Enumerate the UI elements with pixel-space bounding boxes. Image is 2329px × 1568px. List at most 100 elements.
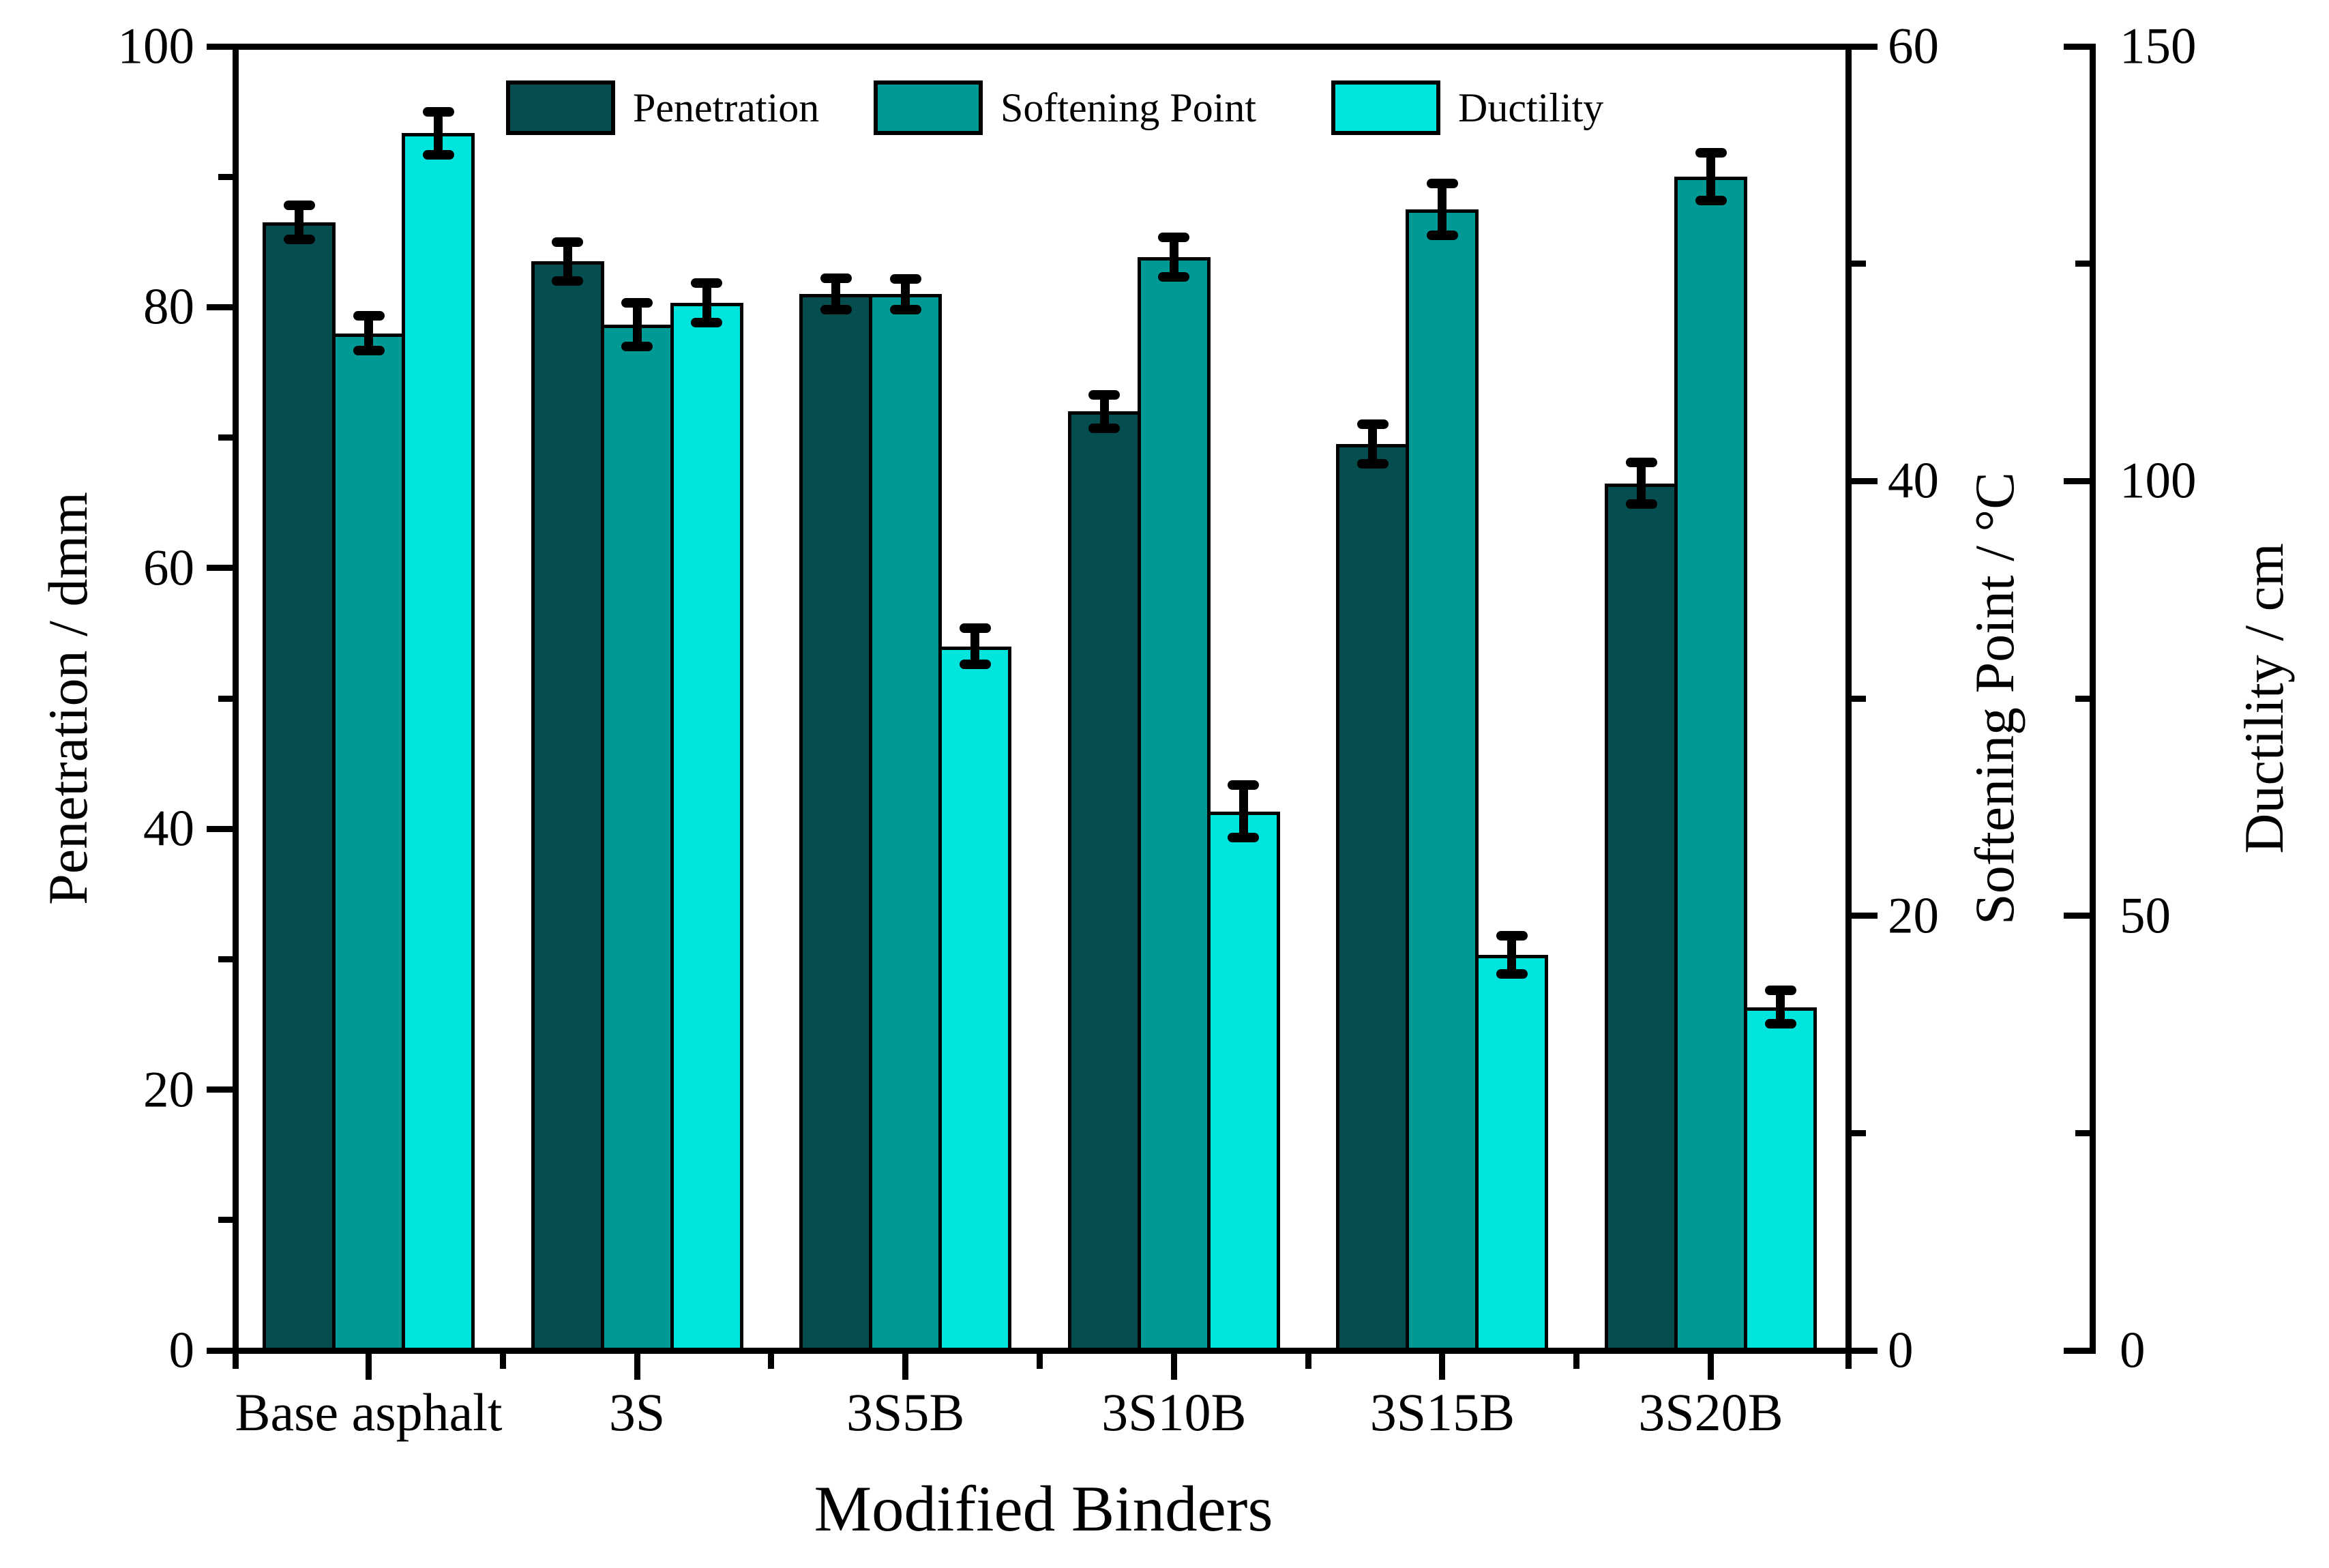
left-axis-tick-60 [206,565,233,572]
error-cap-top-penetration-3s10b [1088,389,1121,400]
error-bar-penetration-3s15b [1368,424,1378,464]
top-axis-line [232,43,1852,50]
ductility-axis-tick-label-100: 100 [2120,452,2197,509]
error-cap-bottom-ductility-3s15b [1496,969,1528,979]
right-softening-axis-title: Softening Point / °C [1963,472,2026,925]
error-cap-top-softening-point-3s5b [889,273,921,284]
error-cap-bottom-softening-point-3s20b [1695,196,1727,206]
left-axis-tick-80 [206,304,233,310]
error-bar-softening-point-3s15b [1438,183,1447,236]
error-cap-top-penetration-3s20b [1625,457,1657,467]
bottom-axis-tick-3s10b [1170,1353,1177,1380]
error-cap-bottom-softening-point-3s10b [1158,271,1190,282]
bar-softening-point-3s10b [1137,257,1211,1354]
bar-penetration-base-asphalt [263,222,336,1354]
error-cap-top-ductility-3s5b [959,623,991,633]
error-cap-bottom-ductility-base-asphalt [422,150,454,160]
legend-swatch-softening-point [874,80,983,135]
bar-penetration-3s20b [1605,483,1678,1354]
legend-label-penetration: Penetration [633,85,820,130]
bottom-axis-minor-tick-1 [499,1353,506,1369]
softening-axis-tick-10 [1851,1129,1866,1136]
bottom-axis-minor-tick-4 [1305,1353,1311,1369]
left-axis-tick-40 [206,825,233,832]
ductility-axis-tick-25 [2075,1129,2090,1136]
left-axis-tick-label-60: 60 [143,539,194,597]
bottom-axis-line [232,1347,1852,1354]
error-cap-bottom-penetration-base-asphalt [283,234,315,244]
error-cap-bottom-ductility-3s20b [1764,1018,1796,1029]
error-cap-bottom-penetration-3s [552,276,584,286]
legend-label-ductility: Ductility [1458,85,1604,130]
bar-penetration-3s5b [799,294,873,1354]
error-bar-ductility-base-asphalt [434,111,443,156]
error-cap-bottom-penetration-3s5b [820,305,852,315]
softening-axis-tick-label-40: 40 [1888,452,1939,509]
category-label-3s15b: 3S15B [1369,1382,1515,1442]
error-bar-penetration-3s20b [1637,462,1646,505]
legend-swatch-ductility [1331,80,1440,135]
bar-ductility-3s [670,303,743,1354]
ductility-axis-tick-100 [2063,477,2090,484]
right-ductility-axis-line [2089,43,2096,1354]
category-label-3s20b: 3S20B [1638,1382,1783,1442]
left-axis-tick-label-40: 40 [143,800,194,857]
left-axis-tick-30 [218,956,233,962]
ductility-axis-tick-label-0: 0 [2120,1322,2146,1379]
error-cap-bottom-penetration-3s15b [1356,458,1389,469]
legend-swatch-penetration [506,80,615,135]
error-cap-top-softening-point-3s [621,298,653,308]
bar-penetration-3s [531,261,604,1354]
softening-axis-tick-60 [1851,43,1878,50]
bar-ductility-3s20b [1744,1007,1817,1354]
error-bar-penetration-3s10b [1099,394,1109,429]
left-axis-tick-100 [206,43,233,50]
left-axis-tick-label-100: 100 [117,18,195,75]
right-ductility-axis-title: Ductility / cm [2233,543,2295,854]
left-axis-tick-70 [218,434,233,441]
error-cap-bottom-penetration-3s10b [1088,424,1121,434]
error-cap-bottom-ductility-3s [691,318,723,328]
left-axis-tick-label-20: 20 [143,1061,194,1119]
error-bar-softening-point-3s10b [1169,237,1178,277]
error-cap-top-softening-point-base-asphalt [353,311,385,321]
error-cap-bottom-softening-point-3s [621,341,653,351]
bar-softening-point-3s [600,324,674,1354]
left-axis-tick-label-80: 80 [143,278,194,336]
error-cap-top-softening-point-3s20b [1695,148,1727,158]
error-cap-bottom-softening-point-3s15b [1426,231,1458,241]
error-cap-top-ductility-3s [691,278,723,288]
softening-axis-tick-0 [1851,1347,1878,1354]
left-axis-tick-20 [206,1086,233,1093]
bar-penetration-3s10b [1067,411,1141,1354]
right-softening-axis-line [1845,43,1852,1354]
error-cap-top-penetration-3s5b [820,273,852,284]
left-axis-tick-label-0: 0 [168,1322,195,1379]
error-cap-top-ductility-3s10b [1228,780,1260,790]
ductility-axis-tick-75 [2075,695,2090,702]
bar-ductility-base-asphalt [402,133,475,1354]
bar-penetration-3s15b [1336,444,1410,1354]
bottom-axis-tick-3s15b [1439,1353,1446,1380]
error-bar-penetration-3s [563,241,572,282]
error-cap-bottom-softening-point-3s5b [889,304,921,314]
error-cap-top-penetration-base-asphalt [283,201,315,211]
error-cap-top-penetration-3s15b [1356,419,1389,430]
bottom-axis-minor-tick-5 [1573,1353,1580,1369]
category-label-3s5b: 3S5B [846,1382,965,1442]
ductility-axis-tick-150 [2063,43,2090,50]
error-bar-softening-point-base-asphalt [364,316,373,351]
softening-axis-tick-50 [1851,261,1866,267]
error-cap-bottom-softening-point-base-asphalt [353,346,385,356]
softening-axis-tick-40 [1851,477,1878,484]
bar-softening-point-base-asphalt [332,333,405,1354]
error-cap-bottom-penetration-3s20b [1625,499,1657,509]
bottom-axis-tick-3s [634,1353,640,1380]
bar-softening-point-3s15b [1406,209,1479,1354]
error-cap-top-ductility-3s20b [1764,986,1796,996]
error-bar-ductility-3s15b [1507,935,1517,975]
category-label-base-asphalt: Base asphalt [235,1382,503,1442]
error-bar-ductility-3s10b [1238,785,1248,838]
bottom-axis-minor-tick-2 [768,1353,775,1369]
